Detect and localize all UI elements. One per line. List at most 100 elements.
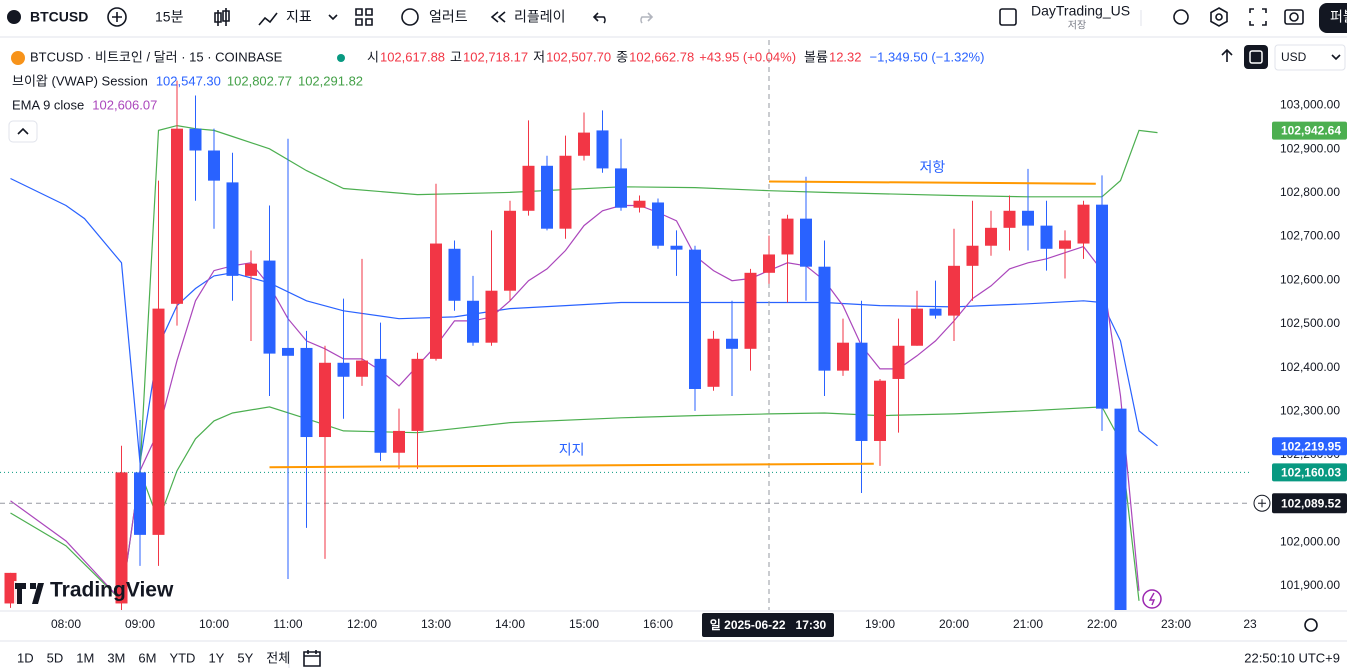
screenshot-button[interactable] <box>1284 9 1304 25</box>
undo-button[interactable] <box>592 12 606 24</box>
candle-body <box>430 243 442 359</box>
x-tick-label: 08:00 <box>51 617 81 631</box>
ohlc-label: 시 <box>367 49 379 64</box>
time-axis-settings[interactable] <box>1304 618 1318 632</box>
candle-body <box>1003 210 1016 228</box>
candle-body <box>800 218 812 267</box>
interval-button[interactable]: 15분 <box>155 9 184 25</box>
candle-body <box>911 308 923 346</box>
layout-name[interactable]: DayTrading_US <box>1031 3 1130 19</box>
dropdown-button[interactable] <box>328 14 338 21</box>
volume-change: −1,349.50 (−1.32%) <box>870 49 985 64</box>
alert-button[interactable]: 얼러트 <box>429 9 468 25</box>
range-button[interactable]: 1D <box>17 650 34 665</box>
lightning-icon <box>1148 592 1156 606</box>
crosshair-price-label: 102,089.52 <box>1281 496 1341 510</box>
y-tick-label: 101,900.00 <box>1280 578 1340 592</box>
x-tick-label: 21:00 <box>1013 617 1043 631</box>
redo-button[interactable] <box>640 12 654 24</box>
x-tick-label: 19:00 <box>865 617 895 631</box>
volume-label: 볼륨 <box>804 49 828 64</box>
price-tag-label: 102,219.95 <box>1281 439 1341 453</box>
legend-symbol: BTCUSD · 비트코인 / 달러 · 15 · COINBASE <box>30 49 283 64</box>
y-tick-label: 102,300.00 <box>1280 403 1340 417</box>
x-tick-label: 15:00 <box>569 617 599 631</box>
candle-body <box>448 248 461 301</box>
range-button[interactable]: 5D <box>47 650 64 665</box>
chart-type-button[interactable] <box>214 8 230 26</box>
y-tick-label: 102,900.00 <box>1280 141 1340 155</box>
candle-body <box>837 342 849 371</box>
go-to-date-button[interactable] <box>303 650 321 667</box>
range-button[interactable]: 1M <box>76 650 94 665</box>
candle-body <box>1096 204 1108 409</box>
indicator-line <box>10 204 1140 603</box>
candle-body <box>985 227 997 246</box>
settings-button[interactable] <box>1210 7 1228 27</box>
ideas-button[interactable] <box>1142 589 1162 609</box>
range-button[interactable]: 전체 <box>266 650 290 665</box>
x-tick-label: 09:00 <box>125 617 155 631</box>
candle-body <box>282 347 294 356</box>
scale-mode-button[interactable] <box>1244 45 1268 69</box>
candle-body <box>393 430 405 453</box>
range-button[interactable]: 6M <box>138 650 156 665</box>
replay-button[interactable]: 리플레이 <box>514 9 566 25</box>
scroll-up-button[interactable] <box>1221 48 1233 62</box>
toolbar: BTCUSD 15분 지표 얼러트 리플레이 DayTrading_US 저장 … <box>0 3 1347 38</box>
range-button[interactable]: 5Y <box>237 650 253 665</box>
publish-button[interactable]: 퍼블 <box>1330 9 1347 25</box>
indicator-value: 102,291.82 <box>298 73 363 88</box>
change: +43.95 (+0.04%) <box>699 49 796 64</box>
candle-body <box>578 132 590 156</box>
candle-body <box>1077 204 1090 244</box>
publish-pill[interactable] <box>1319 3 1347 33</box>
collapse-icon <box>17 127 29 135</box>
candle-body <box>615 168 627 208</box>
candle-body <box>485 290 498 343</box>
candle-body <box>189 128 202 151</box>
candle-body <box>226 182 239 276</box>
collapse-legend-button[interactable] <box>8 120 38 143</box>
level-label: 지지 <box>559 441 585 457</box>
scale-mode-icon <box>1249 50 1263 64</box>
layout-icon <box>999 8 1017 26</box>
alert-icon <box>401 8 419 26</box>
ohlc-value: 102,662.78 <box>629 49 694 64</box>
candle-body <box>726 338 738 349</box>
candle-body <box>337 362 350 377</box>
x-tick-label: 12:00 <box>347 617 377 631</box>
indicator-name: 브이왑 (VWAP) Session <box>12 73 148 88</box>
candle-body <box>670 245 683 250</box>
current-price-tag <box>1272 463 1347 482</box>
indicator-name: EMA 9 close <box>12 97 84 112</box>
candle-body <box>115 472 128 604</box>
x-tick-label: 23:00 <box>1161 617 1191 631</box>
currency-select[interactable] <box>1274 44 1346 71</box>
candle-body <box>707 338 720 387</box>
compare-button[interactable] <box>107 7 127 27</box>
quick-search-button[interactable] <box>1173 9 1189 25</box>
fullscreen-button[interactable] <box>1249 8 1267 26</box>
indicator-value: 102,606.07 <box>92 97 157 112</box>
price-tag-label: 102,942.64 <box>1281 124 1341 138</box>
symbol-button[interactable]: BTCUSD <box>30 9 88 25</box>
range-button[interactable]: YTD <box>169 650 195 665</box>
candle-body <box>245 263 257 276</box>
ohlc-value: 102,718.17 <box>463 49 528 64</box>
level-line <box>269 462 874 469</box>
candle-body <box>171 128 183 304</box>
candle-body <box>319 362 331 438</box>
indicators-button[interactable]: 지표 <box>286 9 312 25</box>
scale-controls: USD <box>8 44 1346 632</box>
y-tick-label: 102,400.00 <box>1280 360 1340 374</box>
range-button[interactable]: 3M <box>107 650 125 665</box>
range-button[interactable]: 1Y <box>208 650 224 665</box>
crosshair-price-tag <box>1272 493 1347 514</box>
indicator-value: 102,547.30 <box>156 73 221 88</box>
y-tick-label: 103,000.00 <box>1280 98 1340 112</box>
layout-button[interactable] <box>355 8 373 26</box>
search-icon[interactable] <box>7 10 21 24</box>
